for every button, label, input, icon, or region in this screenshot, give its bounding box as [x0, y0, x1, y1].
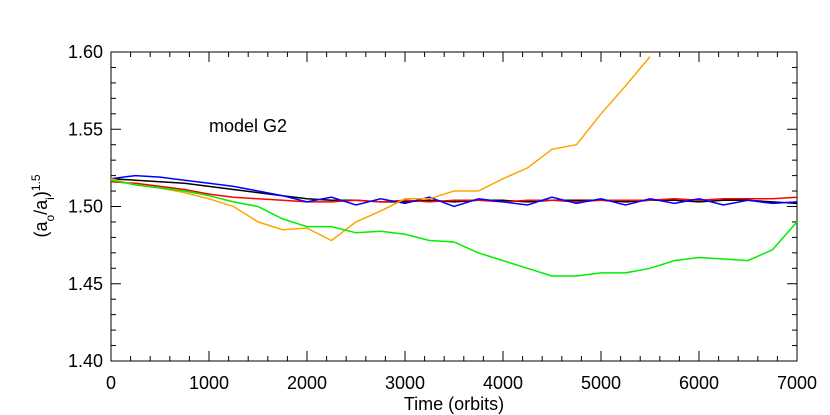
data-line — [110, 181, 798, 203]
x-tick-label: 6000 — [679, 373, 719, 393]
y-tick-label: 1.60 — [68, 42, 103, 62]
x-axis-label: Time (orbits) — [404, 394, 504, 414]
y-tick-label: 1.40 — [68, 351, 103, 371]
y-label-part: ) — [31, 191, 51, 197]
x-tick-label: 5000 — [581, 373, 621, 393]
y-label-part: 1.5 — [29, 174, 43, 191]
y-label-part: (a — [31, 221, 51, 238]
x-tick-label: 3000 — [385, 373, 425, 393]
y-label-part: i — [43, 197, 57, 200]
x-tick-label: 1000 — [189, 373, 229, 393]
y-tick-label: 1.45 — [68, 274, 103, 294]
y-tick-label: 1.55 — [68, 119, 103, 139]
x-tick-label: 4000 — [483, 373, 523, 393]
data-line — [110, 177, 798, 205]
x-tick-label: 2000 — [287, 373, 327, 393]
data-line — [110, 56, 651, 242]
data-line — [110, 174, 798, 208]
y-tick-label: 1.50 — [68, 197, 103, 217]
y-axis-label: (ao/ai)1.5 — [29, 174, 57, 237]
y-label-part: o — [43, 215, 57, 222]
y-label-part: /a — [31, 199, 51, 215]
annotation: model G2 — [209, 116, 287, 136]
x-tick-label: 0 — [106, 373, 116, 393]
data-line — [110, 179, 798, 277]
x-tick-label: 7000 — [777, 373, 817, 393]
